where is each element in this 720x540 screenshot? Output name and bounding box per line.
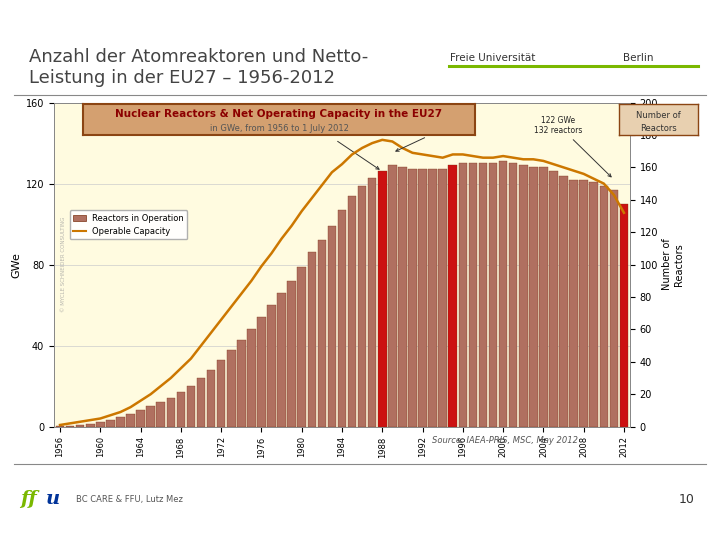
Bar	[338, 210, 346, 427]
Bar	[247, 329, 256, 427]
Bar	[106, 420, 114, 427]
Text: Freie Universität: Freie Universität	[450, 53, 536, 63]
Bar	[610, 190, 618, 427]
Bar	[156, 402, 165, 427]
Bar	[499, 161, 508, 427]
Bar	[438, 170, 447, 427]
Bar	[126, 415, 135, 427]
Bar	[176, 392, 185, 427]
Bar	[368, 178, 377, 427]
Bar	[328, 226, 336, 427]
Text: u: u	[45, 490, 60, 509]
Bar	[590, 181, 598, 427]
Bar	[116, 417, 125, 427]
Y-axis label: GWe: GWe	[12, 252, 22, 278]
Text: 122 GWe
132 reactors: 122 GWe 132 reactors	[534, 116, 611, 177]
Bar	[136, 410, 145, 427]
Text: Leistung in der EU27 – 1956-2012: Leistung in der EU27 – 1956-2012	[29, 69, 335, 87]
Bar	[570, 179, 578, 427]
Bar	[559, 176, 568, 427]
Bar	[227, 350, 235, 427]
Bar	[197, 378, 205, 427]
Bar	[318, 240, 326, 427]
Text: 10: 10	[679, 493, 695, 506]
Bar	[459, 163, 467, 427]
Bar	[217, 360, 225, 427]
Text: 169 reactors: 169 reactors	[396, 125, 467, 151]
Bar	[539, 167, 548, 427]
Bar	[207, 370, 215, 427]
Bar	[297, 267, 306, 427]
Bar	[287, 281, 296, 427]
Bar	[257, 317, 266, 427]
Bar	[96, 422, 104, 427]
Bar	[549, 172, 558, 427]
Bar	[348, 195, 356, 427]
Legend: Reactors in Operation, Operable Capacity: Reactors in Operation, Operable Capacity	[70, 211, 187, 239]
Bar	[267, 305, 276, 427]
Bar	[408, 170, 417, 427]
Bar	[428, 170, 437, 427]
Bar	[620, 204, 629, 427]
Bar	[469, 163, 477, 427]
Bar	[449, 165, 457, 427]
Bar	[378, 172, 387, 427]
Bar	[398, 167, 407, 427]
Bar	[388, 165, 397, 427]
Bar	[277, 293, 286, 427]
Bar	[600, 186, 608, 427]
Bar	[479, 163, 487, 427]
Bar	[76, 424, 84, 427]
Bar	[509, 163, 518, 427]
Y-axis label: Number of
Reactors: Number of Reactors	[662, 239, 684, 291]
Bar	[358, 186, 366, 427]
Text: ff: ff	[20, 490, 37, 509]
Bar	[418, 170, 427, 427]
Text: Berlin: Berlin	[623, 53, 653, 63]
Bar	[489, 163, 498, 427]
Text: BC CARE & FFU, Lutz Mez: BC CARE & FFU, Lutz Mez	[76, 495, 182, 504]
Text: Reactors: Reactors	[640, 124, 678, 133]
Bar	[519, 165, 528, 427]
Text: Anzahl der Atomreaktoren und Netto-: Anzahl der Atomreaktoren und Netto-	[29, 48, 368, 66]
Text: Source: IAEA-PRIS, MSC, May 2012: Source: IAEA-PRIS, MSC, May 2012	[432, 436, 578, 444]
Bar	[66, 426, 74, 427]
Text: © MYCLE SCHNEIDER CONSULTING: © MYCLE SCHNEIDER CONSULTING	[61, 217, 66, 312]
Bar	[166, 399, 175, 427]
Bar	[186, 386, 195, 427]
Bar	[237, 340, 246, 427]
Bar	[529, 167, 538, 427]
Bar	[307, 252, 316, 427]
Text: Number of: Number of	[636, 111, 681, 120]
Bar	[580, 179, 588, 427]
Bar	[86, 423, 94, 427]
Text: in GWe, from 1956 to 1 July 2012: in GWe, from 1956 to 1 July 2012	[210, 124, 348, 133]
Text: Nuclear Reactors & Net Operating Capacity in the EU27: Nuclear Reactors & Net Operating Capacit…	[115, 109, 443, 119]
Bar	[146, 407, 155, 427]
Text: 126 GWe
177 reactors: 126 GWe 177 reactors	[292, 118, 379, 169]
